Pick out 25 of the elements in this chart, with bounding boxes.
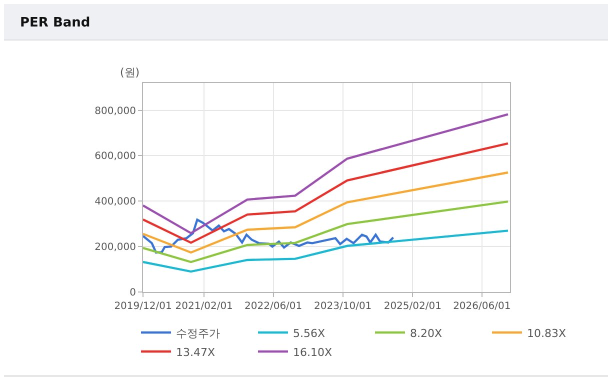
x-tick-label: 2022/06/01 xyxy=(244,301,302,312)
legend-label: 10.83X xyxy=(527,326,566,340)
line-series xyxy=(143,171,510,254)
legend-label: 13.47X xyxy=(176,346,216,359)
x-tick-label: 2019/12/01 xyxy=(114,301,172,312)
legend-label: 16.10X xyxy=(293,346,332,359)
y-tick-label: 0 xyxy=(130,288,136,298)
legend-label: 5.56X xyxy=(293,326,326,340)
line-series xyxy=(143,113,510,234)
y-tick-label: 200,000 xyxy=(94,242,136,254)
line-series xyxy=(143,230,510,273)
line-series xyxy=(143,142,510,244)
y-tick-label: 800,000 xyxy=(94,106,136,117)
legend-label: 수정주가 xyxy=(176,326,220,340)
chart-title: PER Band xyxy=(20,16,90,31)
y-axis-title: (원) xyxy=(120,66,140,79)
x-tick-label: 2023/10/01 xyxy=(314,301,372,312)
y-tick-label: 600,000 xyxy=(94,151,136,162)
legend-label: 8.20X xyxy=(410,326,442,340)
x-tick-label: 2025/02/01 xyxy=(384,301,442,312)
x-tick-label: 2026/06/01 xyxy=(453,301,511,312)
line-series xyxy=(143,218,394,254)
x-tick-label: 2021/02/01 xyxy=(175,301,233,312)
line-series xyxy=(143,200,510,264)
y-tick-label: 400,000 xyxy=(94,196,136,208)
